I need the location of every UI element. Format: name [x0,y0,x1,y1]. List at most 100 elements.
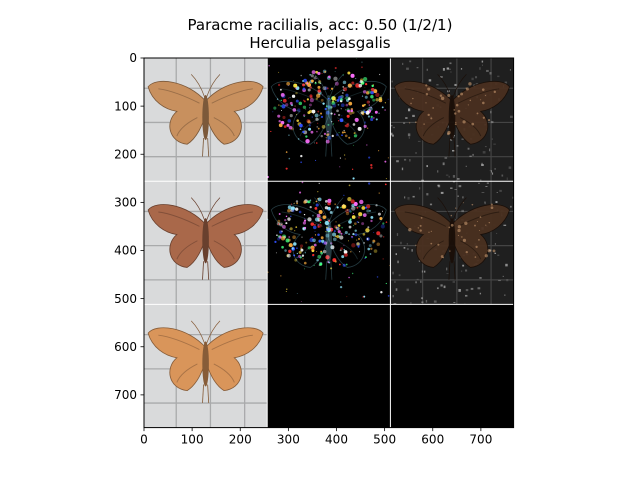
saliency-speckle [368,101,370,103]
saliency-speckle [363,242,365,244]
mask-highlight [479,216,482,218]
saliency-speckle [342,80,347,85]
saliency-speckle [268,65,270,67]
panel-2-1 [267,304,391,428]
saliency-speckle [277,235,281,238]
saliency-speckle [309,107,311,109]
mask-speckle [390,125,393,127]
saliency-speckle [280,92,285,97]
saliency-speckle [278,213,281,215]
mask-speckle [458,289,461,292]
saliency-speckle [384,109,386,111]
saliency-speckle [285,215,288,218]
saliency-speckle [307,88,311,92]
saliency-speckle [338,132,340,134]
mask-speckle [489,71,492,75]
saliency-speckle [302,83,305,87]
saliency-speckle [280,236,286,241]
saliency-speckle [370,215,374,219]
moth-left-wing [147,204,207,268]
mask-speckle [490,120,494,124]
saliency-speckle [298,210,302,214]
saliency-speckle [270,130,272,133]
saliency-speckle [337,120,340,122]
mask-speckle [493,143,496,145]
saliency-speckle [367,115,371,118]
mask-highlight [432,107,434,109]
saliency-speckle [361,206,366,210]
mask-speckle [456,145,459,147]
moth-antenna [452,74,467,98]
saliency-speckle [296,292,298,294]
mask-speckle [501,174,504,177]
mask-highlight [425,93,429,96]
saliency-speckle [348,276,350,279]
saliency-speckle [288,134,290,136]
mask-speckle [460,67,463,70]
mask-speckle [448,175,450,178]
saliency-speckle [359,80,363,84]
saliency-speckle [320,112,323,115]
saliency-speckle [314,230,316,233]
saliency-speckle [350,199,355,204]
saliency-speckle [324,107,327,111]
mask-speckle [454,189,457,190]
chart-title: Paracme racilialis, acc: 0.50 (1/2/1) He… [0,16,640,52]
saliency-speckle [344,132,346,134]
mask-speckle [453,302,456,303]
mask-speckle [442,67,445,71]
saliency-speckle [373,232,375,233]
saliency-speckle [355,83,360,88]
mask-speckle [403,247,406,249]
saliency-speckle [314,159,317,162]
saliency-speckle [344,158,346,160]
moth-body [202,341,209,387]
mask-speckle [469,155,472,157]
saliency-speckle [308,124,311,127]
saliency-speckle [295,226,298,228]
saliency-speckle [342,204,347,209]
mask-speckle [450,71,452,73]
saliency-speckle [314,207,318,210]
saliency-speckle [371,112,373,115]
saliency-speckle [326,133,329,137]
saliency-speckle [326,227,332,232]
moth-body [325,94,333,141]
saliency-speckle [352,212,354,214]
moth-wing-line [176,363,198,383]
saliency-speckle [314,113,319,118]
mask-highlight [450,214,453,217]
mask-speckle [508,166,512,169]
mask-highlight [455,121,457,124]
saliency-speckle [309,205,312,209]
saliency-speckle [364,103,366,106]
saliency-speckle [322,249,327,254]
saliency-speckle [387,98,389,100]
title-line-1: Paracme racilialis, acc: 0.50 (1/2/1) [187,16,453,34]
saliency-speckle [331,121,333,123]
saliency-speckle [278,119,281,123]
saliency-speckle [358,212,363,217]
moth-wing-line [281,211,323,227]
saliency-speckle [325,203,327,205]
mask-speckle [484,202,486,205]
saliency-speckle [340,98,343,101]
saliency-speckle [385,221,388,223]
saliency-speckle [363,124,367,129]
moth-antenna [314,74,329,98]
x-tick-label: 600 [421,433,444,447]
saliency-speckle [348,136,351,139]
saliency-speckle [345,103,349,107]
saliency-speckle [344,109,347,111]
mask-speckle [408,136,410,139]
saliency-speckle [313,76,317,80]
saliency-speckle [323,132,327,136]
saliency-speckle [362,296,364,298]
mask-speckle [461,209,465,213]
saliency-speckle [350,109,354,113]
saliency-speckle [364,206,368,209]
saliency-speckle [368,209,371,212]
mask-speckle [509,69,511,71]
moth-wing-line [158,211,200,227]
saliency-speckle [380,291,383,294]
